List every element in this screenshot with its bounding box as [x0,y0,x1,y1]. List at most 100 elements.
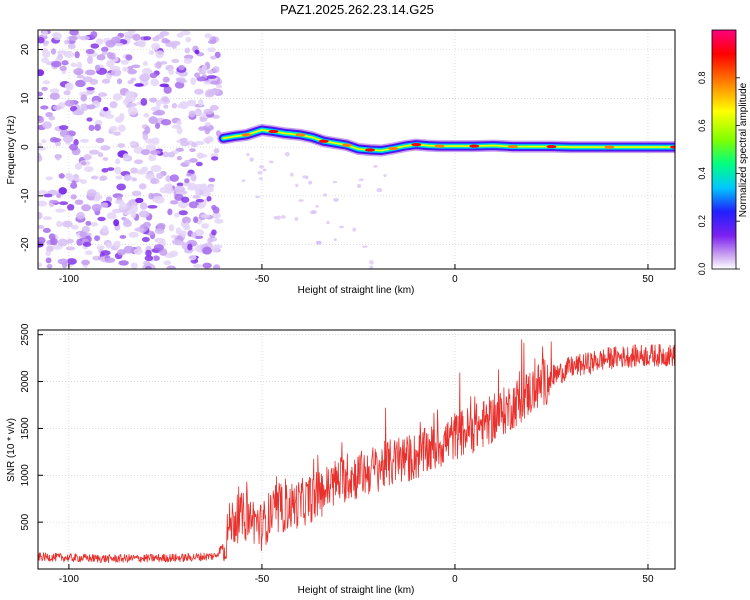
noise-speck [163,260,172,266]
noise-speck [109,101,118,109]
noise-speck [41,30,48,37]
noise-speck [195,198,204,203]
noise-speck [101,78,111,84]
noise-speck [150,178,160,185]
noise-speck [162,151,169,158]
noise-speck [62,220,73,228]
snr-x-ticks: -100 -50 0 50 [59,564,654,585]
noise-speck [76,61,83,70]
noise-speck [56,50,68,55]
noise-speck [41,57,50,63]
noise-speck [95,137,105,144]
noise-speck [145,265,152,269]
noise-speck [358,178,364,182]
noise-speck [38,142,43,147]
noise-speck [150,164,162,172]
noise-speck [315,205,319,208]
noise-speck [101,168,109,173]
noise-speck [145,144,157,152]
noise-speck [214,218,224,224]
spectrogram-x-tick-label: -50 [255,274,270,285]
noise-speck [122,153,130,161]
noise-speck [85,220,92,226]
noise-speck [211,245,220,253]
noise-speck [166,265,176,269]
noise-speck [156,172,164,179]
noise-speck [63,90,71,96]
noise-speck [113,219,120,227]
noise-speck [176,120,182,126]
noise-speck [178,79,188,84]
noise-speck [97,152,104,158]
noise-speck [45,61,52,66]
noise-speck [176,32,184,38]
noise-speck [193,216,199,224]
spectrogram-x-tick-label: 50 [642,274,654,285]
noise-speck [51,60,62,68]
noise-speck [38,190,48,195]
noise-speck [156,222,166,229]
noise-speck [105,39,116,48]
spectrogram-y-tick-label: 10 [20,92,31,104]
noise-speck [134,83,144,87]
noise-speck [187,243,193,251]
noise-speck [212,211,221,220]
noise-speck [168,224,175,232]
noise-speck [80,138,90,143]
noise-speck [119,234,127,239]
noise-speck [38,116,45,124]
noise-speck [94,235,101,242]
noise-speck [202,262,212,269]
colorbar-ticks: 0.0 0.2 0.4 0.6 0.8 [697,72,740,275]
noise-speck [203,108,214,115]
noise-speck [64,39,70,45]
noise-speck [127,102,137,107]
noise-speck [191,232,197,238]
noise-speck [194,88,204,95]
colorbar-label: Normalized spectral amplitude [738,82,749,217]
noise-speck [164,183,173,190]
ridge-peak [546,144,557,149]
colorbar-tick-label: 0.4 [697,167,707,180]
noise-speck [118,202,128,211]
noise-speck [106,167,115,171]
noise-speck [58,187,67,195]
noise-speck [70,182,78,189]
colorbar-tick-label: 0.2 [697,215,707,228]
snr-y-tick-label: 500 [20,513,31,530]
noise-speck [373,164,378,168]
noise-speck [65,246,76,251]
noise-speck [80,161,87,166]
noise-speck [212,66,220,73]
noise-speck [127,66,134,70]
noise-speck [194,140,205,146]
noise-speck [194,235,204,240]
noise-speck [74,199,84,205]
noise-speck [112,208,120,214]
noise-speck [90,175,99,180]
noise-speck [201,223,210,229]
noise-speck [323,193,327,197]
noise-speck [106,72,112,80]
noise-speck [89,221,99,227]
snr-y-tick-label: 2000 [20,370,31,393]
noise-speck [66,238,74,244]
noise-speck [80,179,87,184]
noise-speck [96,245,105,250]
noise-speck [116,183,127,191]
noise-speck [62,134,74,143]
noise-speck [262,168,267,172]
noise-speck [64,99,75,107]
ridge-peak [365,148,376,152]
noise-speck [81,226,90,233]
noise-speck [268,160,274,164]
noise-speck [178,210,188,216]
noise-speck [192,194,201,199]
noise-speck [199,117,208,122]
noise-speck [171,124,182,129]
noise-speck [207,237,214,244]
noise-speck [167,208,173,216]
noise-speck [142,132,149,141]
noise-speck [179,137,188,143]
